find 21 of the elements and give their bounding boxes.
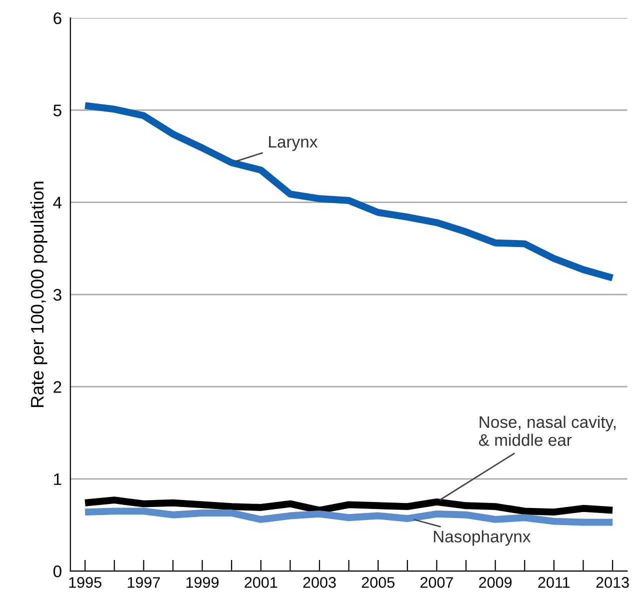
annotation: Nasopharynx xyxy=(434,530,531,546)
x-tick-label: 2013 xyxy=(596,577,629,588)
y-tick-label: 6 xyxy=(54,12,62,24)
annotation: Nose, nasal cavity, & middle ear xyxy=(478,416,616,446)
x-tick-label: 2007 xyxy=(420,577,453,588)
y-tick-label: 5 xyxy=(53,104,62,116)
x-tick-label: 1995 xyxy=(69,577,102,588)
y-tick-label: 0 xyxy=(53,565,62,578)
y-tick-label: 3 xyxy=(53,288,62,301)
x-tick-label: 2011 xyxy=(538,577,570,588)
y-tick-label: 4 xyxy=(53,196,62,208)
y-axis-title: Rate per 100,000 population xyxy=(30,182,48,407)
annotation: Larynx xyxy=(269,136,318,152)
x-tick-label: 2009 xyxy=(479,577,512,588)
y-tick-label: 2 xyxy=(54,381,62,393)
x-tick-label: 1997 xyxy=(128,577,160,588)
x-tick-label: 2003 xyxy=(303,577,336,588)
y-tick-label: 1 xyxy=(54,473,62,485)
x-tick-label: 2005 xyxy=(362,577,394,588)
x-tick-label: 1999 xyxy=(186,577,219,588)
x-tick-label: 2001 xyxy=(244,577,278,588)
